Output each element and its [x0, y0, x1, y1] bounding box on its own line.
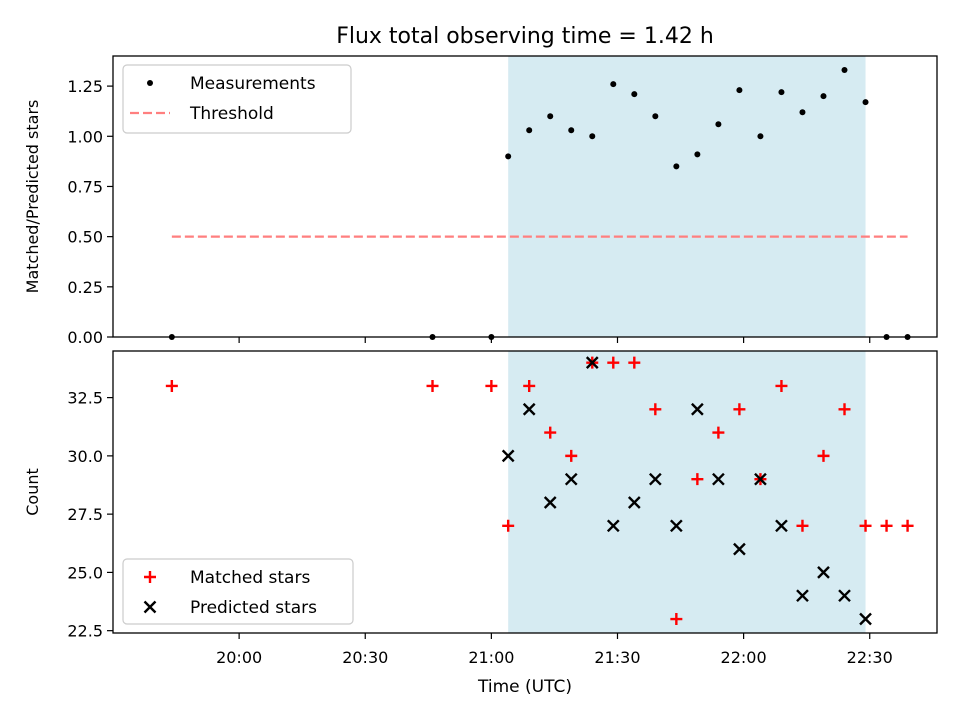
legend-box — [122, 558, 354, 625]
measurement-point — [526, 127, 533, 134]
matched-star-point — [880, 519, 893, 532]
predicted-star-point — [775, 519, 788, 533]
measurement-point — [862, 99, 869, 106]
predicted-star-point — [754, 472, 767, 486]
matched-star-point — [691, 473, 704, 486]
legend: Measurements Threshold — [122, 64, 352, 134]
matched-star-point — [565, 449, 578, 462]
predicted-star-point — [627, 496, 641, 509]
matched-star-point — [165, 379, 178, 392]
matched-star-point — [712, 426, 725, 439]
legend-label: Predicted stars — [190, 598, 317, 618]
predicted-star-point — [796, 589, 809, 603]
measurement-point — [589, 133, 596, 140]
y-tick-label: 1.25 — [67, 77, 103, 96]
legend-label: Measurements — [190, 74, 316, 94]
matched-star-point — [628, 356, 641, 369]
series-measurements — [168, 67, 911, 340]
x-tick-label: 22:00 — [721, 648, 767, 667]
legend-marker-predicted — [143, 600, 157, 614]
measurement-point — [568, 127, 575, 134]
matched-star-point — [607, 356, 620, 369]
matched-star-point — [733, 403, 746, 416]
matched-star-point — [796, 519, 809, 532]
y-axis-label: Matched/Predicted stars — [23, 100, 42, 294]
predicted-star-point — [669, 519, 683, 533]
x-tick-label: 20:30 — [342, 648, 388, 667]
predicted-star-point — [817, 566, 830, 579]
matched-star-point — [649, 403, 662, 416]
observing-window-span — [508, 56, 866, 337]
axes-frame — [112, 55, 938, 338]
matched-star-point — [523, 379, 536, 392]
y-tick-label: 25.0 — [67, 563, 103, 582]
predicted-star-point — [606, 519, 620, 533]
legend-marker-matched — [144, 571, 156, 583]
chart-title: Flux total observing time = 1.42 h — [336, 24, 714, 49]
y-tick-label: 0.00 — [67, 328, 103, 347]
y-tick-label: 0.25 — [67, 278, 103, 297]
measurement-point — [610, 81, 617, 88]
series-predicted-stars — [501, 356, 872, 626]
predicted-star-point — [648, 472, 662, 486]
measurement-point — [841, 67, 848, 74]
matched-star-point — [502, 519, 515, 532]
matched-star-point — [670, 613, 683, 626]
y-tick-label: 22.5 — [67, 622, 103, 641]
predicted-star-point — [733, 542, 746, 556]
axes-frame — [112, 350, 938, 634]
measurement-point — [547, 113, 554, 120]
predicted-star-point — [712, 472, 725, 486]
measurement-point — [652, 113, 659, 120]
y-tick-label: 1.00 — [67, 127, 103, 146]
measurement-point — [694, 151, 701, 158]
predicted-star-point — [859, 612, 872, 626]
predicted-star-point — [585, 356, 599, 370]
y-tick-label: 32.5 — [67, 389, 103, 408]
x-tick-label: 20:00 — [216, 648, 262, 667]
x-axis-label: Time (UTC) — [477, 677, 572, 697]
measurement-point — [631, 91, 638, 98]
measurement-point — [715, 121, 722, 128]
predicted-star-point — [564, 472, 578, 486]
matched-star-point — [485, 379, 498, 392]
x-tick-label: 22:30 — [847, 648, 893, 667]
measurement-point — [736, 87, 743, 94]
series-matched-stars — [165, 356, 914, 626]
legend-marker-measurements — [147, 80, 153, 86]
predicted-star-point — [543, 496, 557, 509]
observing-window-span — [508, 351, 866, 633]
predicted-star-point — [522, 402, 536, 416]
legend-box — [122, 64, 352, 134]
legend-label: Matched stars — [190, 568, 310, 588]
predicted-star-point — [838, 589, 851, 603]
x-tick-label: 21:30 — [594, 648, 640, 667]
y-axis-label: Count — [23, 468, 42, 516]
measurement-point — [820, 93, 827, 100]
measurement-point — [757, 133, 764, 140]
matched-star-point — [838, 403, 851, 416]
matched-star-point — [901, 519, 914, 532]
legend-label: Threshold — [189, 104, 274, 124]
legend: Matched stars Predicted stars — [122, 558, 354, 625]
y-tick-label: 0.50 — [67, 228, 103, 247]
top-panel-ratio: 0.00 0.25 0.50 0.75 1.00 1.25 Matched/Predicte… — [23, 55, 938, 347]
predicted-star-point — [501, 449, 515, 463]
y-tick-label: 27.5 — [67, 505, 103, 524]
predicted-star-point — [691, 402, 704, 416]
measurement-point — [673, 163, 680, 170]
matched-star-point — [817, 449, 830, 462]
matched-star-point — [859, 519, 872, 532]
matched-star-point — [426, 379, 439, 392]
bottom-panel-counts: 22.5 25.0 27.5 30.0 32.5 Count 20:00 20:30 21:00… — [23, 350, 938, 667]
measurement-point — [778, 89, 785, 96]
matched-star-point — [544, 426, 557, 439]
measurement-point — [505, 153, 512, 160]
y-tick-label: 0.75 — [67, 177, 103, 196]
measurement-point — [799, 109, 806, 116]
matched-star-point — [775, 379, 788, 392]
x-tick-label: 21:00 — [468, 648, 514, 667]
y-tick-label: 30.0 — [67, 447, 103, 466]
